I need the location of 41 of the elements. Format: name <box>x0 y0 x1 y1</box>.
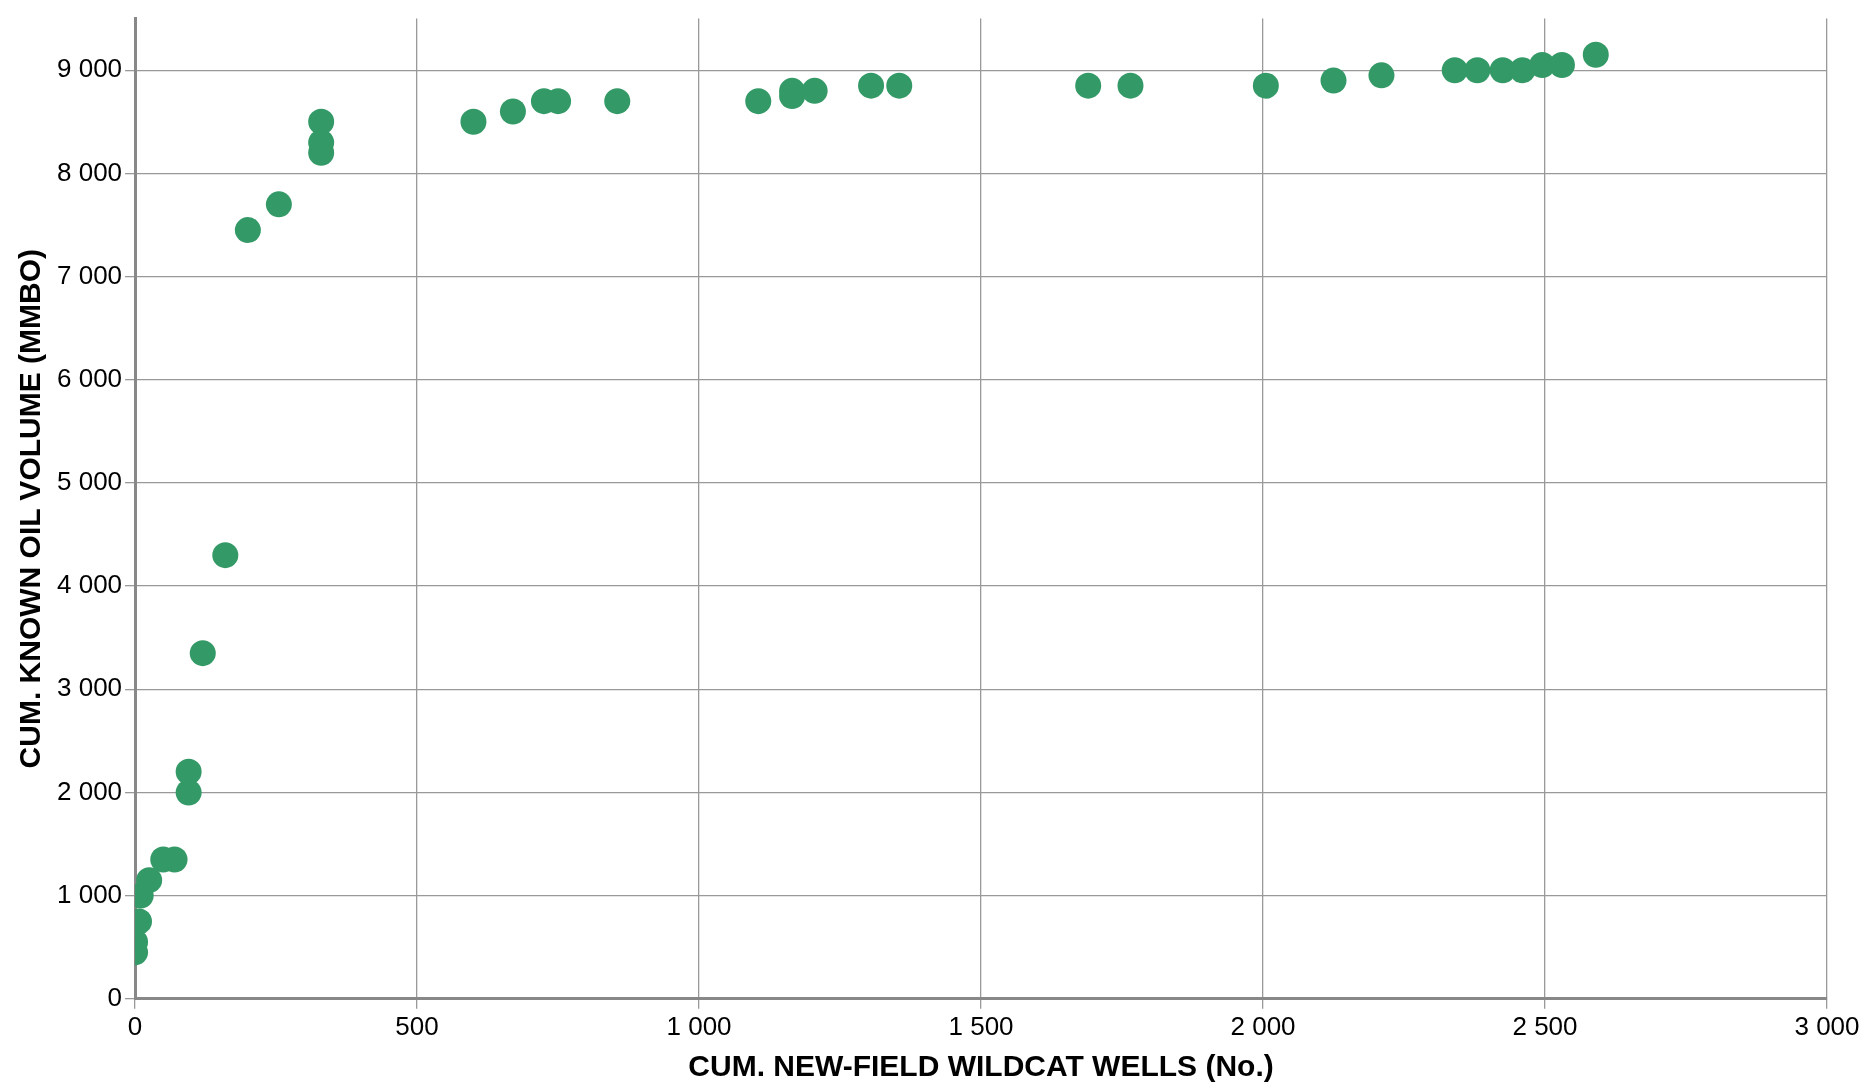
point <box>175 758 202 785</box>
x-tick-label: 1 500 <box>948 1010 1014 1041</box>
y-tick-label: 7 000 <box>56 259 123 290</box>
y-tick-label: 4 000 <box>56 569 123 600</box>
y-tick-label: 6 000 <box>56 362 123 393</box>
point <box>1441 57 1468 84</box>
point <box>460 108 487 135</box>
point <box>801 77 828 104</box>
point <box>1075 72 1102 99</box>
point <box>1252 72 1279 99</box>
y-tick-label: 1 000 <box>56 878 123 909</box>
x-tick-label: 500 <box>395 1010 439 1041</box>
point <box>604 88 631 115</box>
point <box>212 542 239 569</box>
y-tick-label: 5 000 <box>56 466 123 497</box>
point <box>136 867 163 894</box>
x-tick-label: 2 000 <box>1230 1010 1296 1041</box>
point <box>1117 72 1144 99</box>
point <box>858 72 885 99</box>
y-axis-title: CUM. KNOWN OIL VOLUME (MMBO) <box>13 249 47 769</box>
point <box>234 217 261 244</box>
point <box>1582 41 1609 68</box>
x-tick-label: 3 000 <box>1794 1010 1860 1041</box>
point <box>308 108 335 135</box>
y-tick-label: 0 <box>107 981 123 1012</box>
x-tick-label: 1 000 <box>666 1010 732 1041</box>
point <box>886 72 913 99</box>
y-tick-label: 3 000 <box>56 672 123 703</box>
y-tick-label: 8 000 <box>56 156 123 187</box>
point <box>1368 62 1395 89</box>
y-tick-label: 9 000 <box>56 53 123 84</box>
point <box>1464 57 1491 84</box>
point <box>745 88 772 115</box>
x-axis-title: CUM. NEW-FIELD WILDCAT WELLS (No.) <box>688 1049 1274 1083</box>
point <box>1320 67 1347 94</box>
point <box>189 640 216 667</box>
point <box>265 191 292 218</box>
point <box>499 98 526 125</box>
x-tick-label: 2 500 <box>1512 1010 1578 1041</box>
y-tick-label: 2 000 <box>56 775 123 806</box>
x-tick-label: 0 <box>127 1010 143 1041</box>
